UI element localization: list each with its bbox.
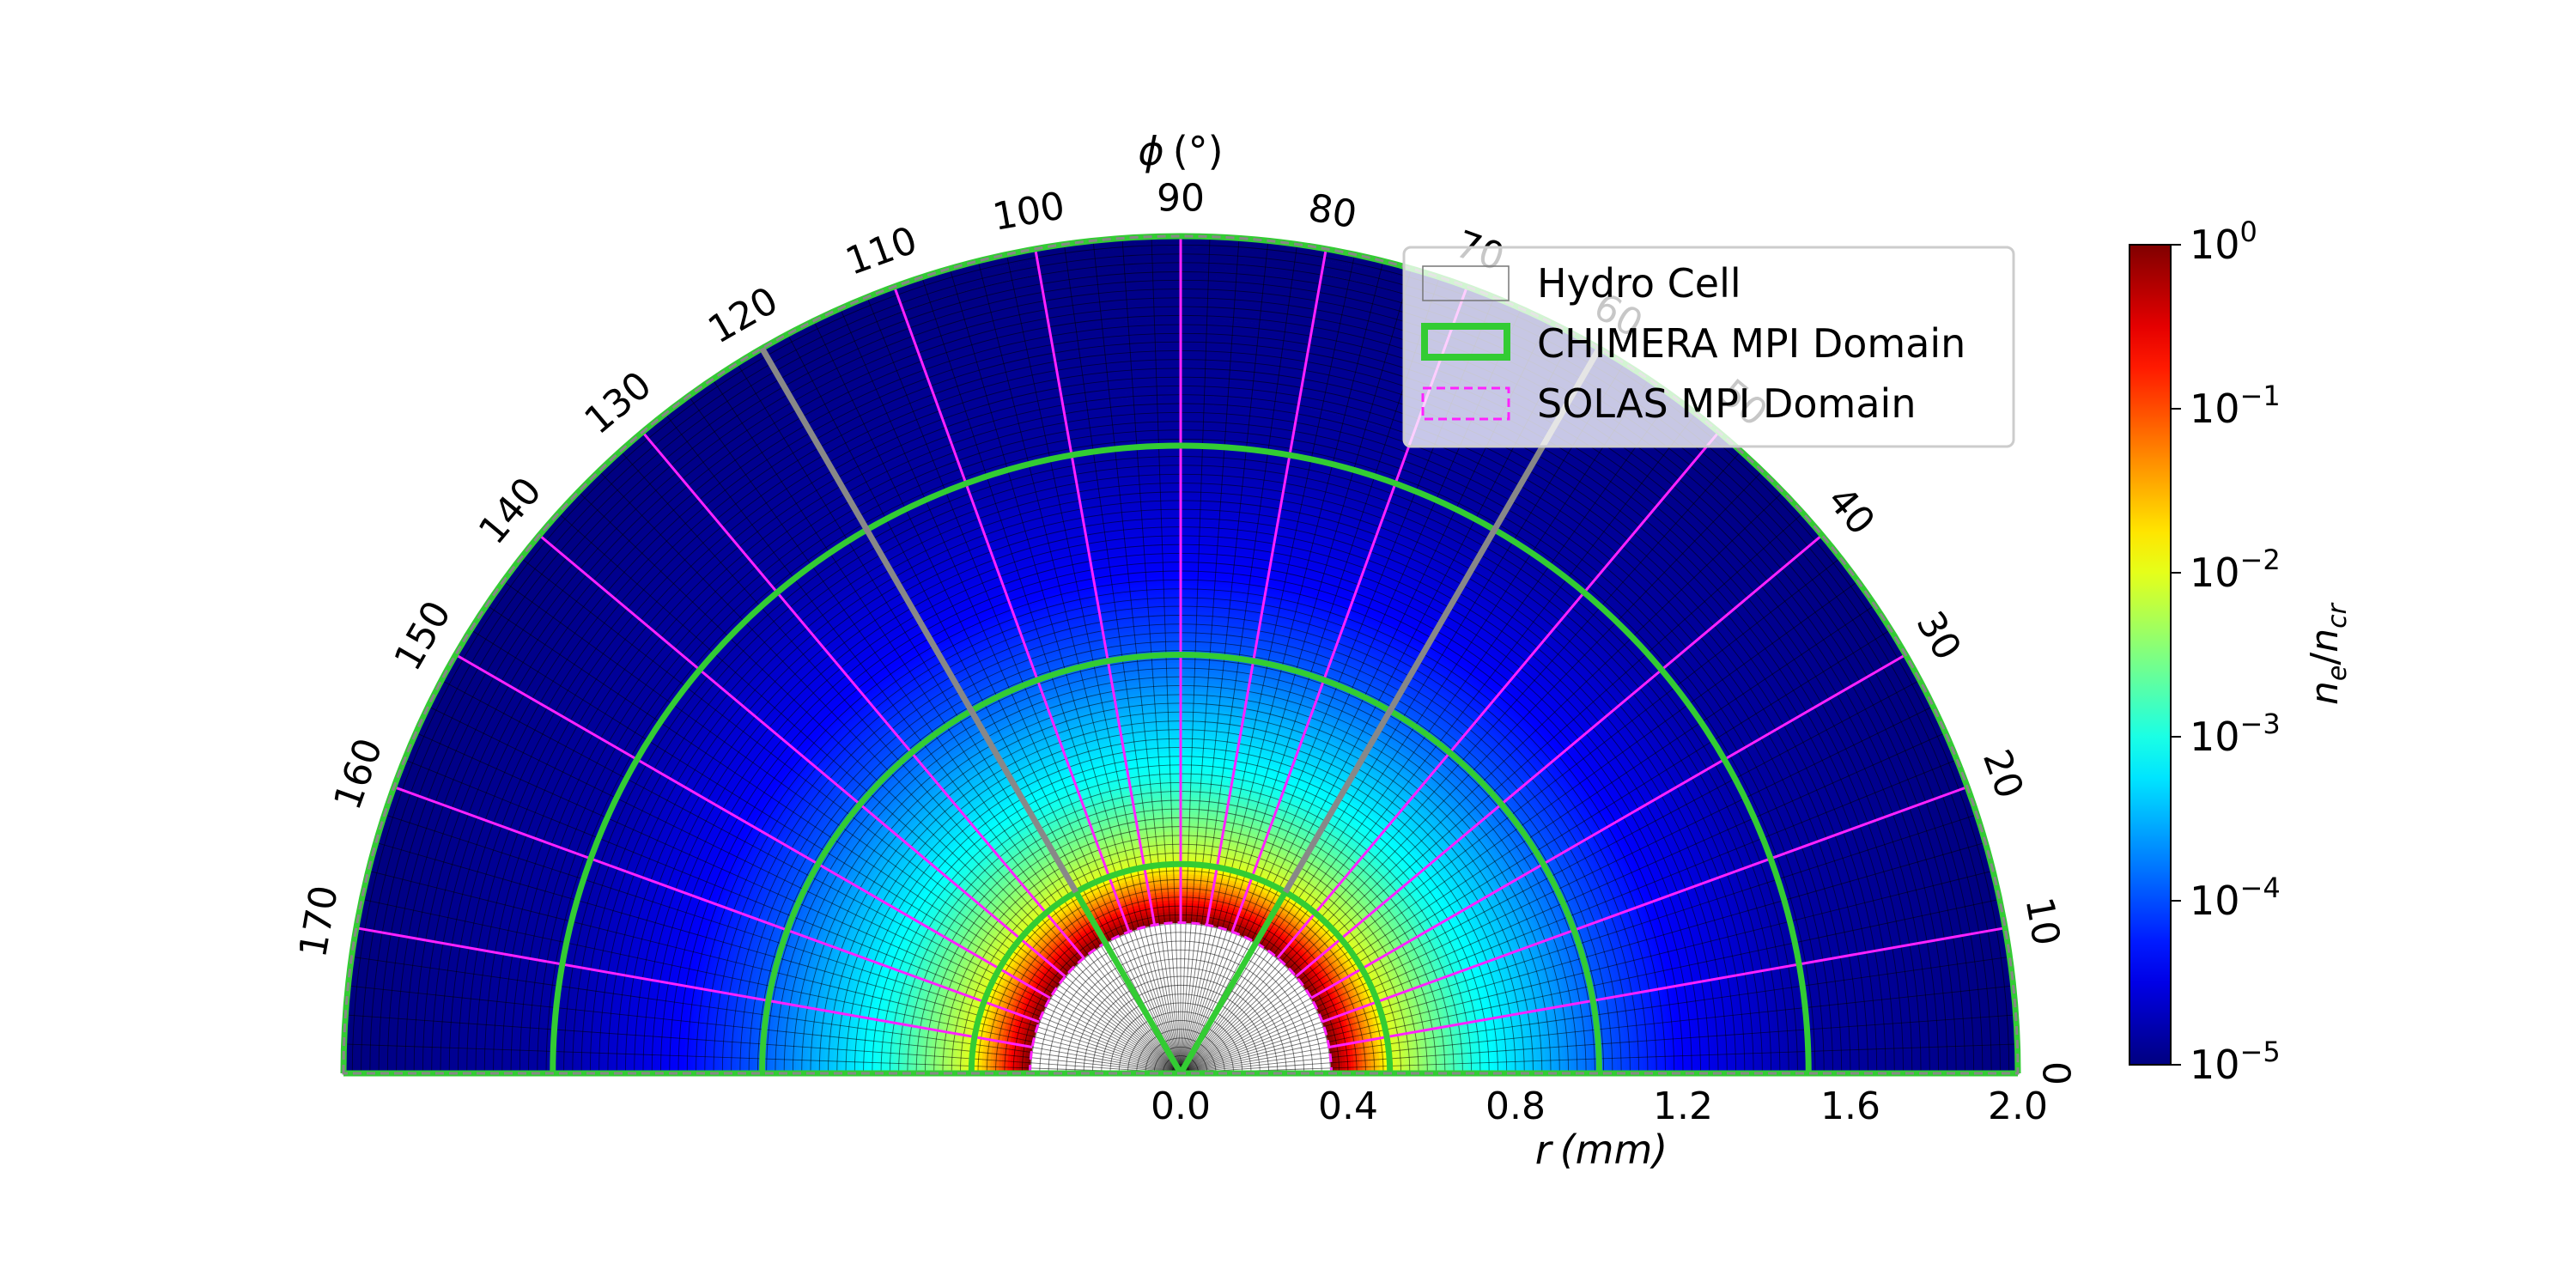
- theta-tick-label: 170: [291, 882, 347, 961]
- r-tick-label: 0.4: [1318, 1084, 1378, 1128]
- theta-tick-label: 20: [1974, 744, 2032, 804]
- colorbar-label-main: n: [2303, 681, 2347, 705]
- chimera-domain-line: [1177, 890, 1288, 1075]
- chimera-domain-line-outer: [759, 346, 1079, 894]
- hydro-cell-arc: [1153, 1046, 1208, 1073]
- solas-domain-line: [1205, 248, 1327, 926]
- r-axis-label: r (mm): [1535, 1127, 1668, 1173]
- hydro-cell-arc: [1136, 1029, 1225, 1073]
- theta-tick-label: 160: [325, 732, 392, 815]
- colorbar-label-den-sub: cr: [2323, 602, 2353, 628]
- legend-label-hydro: Hydro Cell: [1537, 260, 1741, 307]
- hydro-cell-grid: [343, 236, 2018, 1073]
- colorbar-gradient: [2129, 244, 2172, 1066]
- hydro-cell-arc: [1101, 993, 1261, 1073]
- colorbar-label-slash: /: [2303, 653, 2347, 665]
- colorbar-ticks: 100 10−1 10−2 10−3 10−4 10−5: [2171, 216, 2281, 1088]
- solas-domain-line: [1034, 248, 1157, 926]
- theta-tick-label: 80: [1305, 186, 1360, 238]
- r-tick-label: 2.0: [1988, 1084, 2048, 1128]
- r-tick-label: 0.0: [1151, 1084, 1211, 1128]
- legend-swatch-chimera: [1421, 323, 1510, 361]
- solas-domain-line: [538, 534, 1066, 978]
- solas-domain-line: [641, 431, 1085, 959]
- r-tick-label: 0.8: [1485, 1084, 1546, 1128]
- plot-area: 0102030405060708090100110120130140150160…: [291, 128, 2077, 1173]
- chimera-domain-line: [1073, 890, 1184, 1075]
- colorbar-tick-label: 10−1: [2190, 380, 2281, 432]
- plot-boundary: [342, 234, 2020, 1075]
- hydro-cell-arc: [1074, 967, 1287, 1073]
- solas-domain-arc: [1029, 921, 1333, 1074]
- hydro-cell-arc: [1066, 958, 1296, 1073]
- chimera-domain-arc: [759, 652, 1602, 1074]
- theta-axis-unit: (°): [1173, 128, 1224, 174]
- colorbar-tick-label: 100: [2190, 216, 2257, 268]
- r-tick-label: 1.2: [1653, 1084, 1713, 1128]
- theta-tick-label: 40: [1819, 478, 1883, 544]
- chimera-domain-arc: [550, 442, 1812, 1074]
- legend-swatch-hydro: [1422, 265, 1510, 301]
- solas-domain-line: [1295, 534, 1823, 978]
- legend: Hydro Cell CHIMERA MPI Domain SOLAS MPI …: [1402, 246, 2015, 448]
- colorbar-tick-label: 10−2: [2190, 544, 2281, 596]
- r-tick-label: 1.6: [1820, 1084, 1880, 1128]
- r-axis-unit: (mm): [1560, 1127, 1668, 1173]
- solas-domain-line: [355, 927, 1033, 1049]
- solas-domain-line: [893, 286, 1131, 933]
- theta-tick-label: 110: [840, 218, 922, 284]
- colorbar-tick-label: 10−5: [2190, 1036, 2281, 1088]
- theta-tick-label: 30: [1907, 605, 1969, 668]
- solas-domain-line: [1276, 431, 1720, 959]
- colorbar-tick-label: 10−4: [2190, 872, 2281, 924]
- legend-label-chimera: CHIMERA MPI Domain: [1537, 320, 1965, 367]
- r-tick-labels: 0.0 0.4 0.8 1.2 1.6 2.0: [1151, 1084, 2048, 1128]
- legend-entry-hydro: Hydro Cell: [1422, 260, 1741, 307]
- colorbar-label-den: n: [2303, 629, 2347, 653]
- hydro-cell-arc: [1109, 1002, 1252, 1073]
- colorbar-label-main-sub: e: [2323, 665, 2353, 681]
- solas-domain-line: [1328, 927, 2006, 1049]
- solas-domain-line: [393, 786, 1040, 1024]
- colorbar-label: ne/ncr: [2303, 602, 2353, 705]
- solas-domain-line: [1321, 786, 1968, 1024]
- legend-frame: [1402, 246, 2015, 448]
- legend-entry-chimera: CHIMERA MPI Domain: [1421, 320, 1965, 367]
- legend-label-solas: SOLAS MPI Domain: [1537, 380, 1917, 427]
- theta-tick-label: 10: [2017, 894, 2069, 949]
- theta-axis-label: ϕ (°): [1138, 128, 1223, 174]
- chimera-domain-arc: [968, 860, 1394, 1074]
- r-axis-symbol: r: [1535, 1127, 1554, 1173]
- theta-tick-label: 0: [2034, 1061, 2078, 1085]
- colorbar-tick-label: 10−3: [2190, 708, 2281, 760]
- theta-axis-symbol: ϕ: [1138, 128, 1163, 174]
- legend-swatch-solas: [1421, 386, 1510, 421]
- hydro-cell-arc: [1048, 940, 1314, 1073]
- theta-tick-label: 100: [989, 184, 1068, 240]
- solas-domain-line: [454, 653, 1051, 999]
- legend-entry-solas: SOLAS MPI Domain: [1421, 380, 1917, 427]
- hydro-cell-arc: [1127, 1019, 1235, 1073]
- solas-domain-line: [1310, 653, 1907, 999]
- theta-tick-label: 90: [1157, 177, 1205, 221]
- hydro-cell-arc: [1163, 1055, 1199, 1073]
